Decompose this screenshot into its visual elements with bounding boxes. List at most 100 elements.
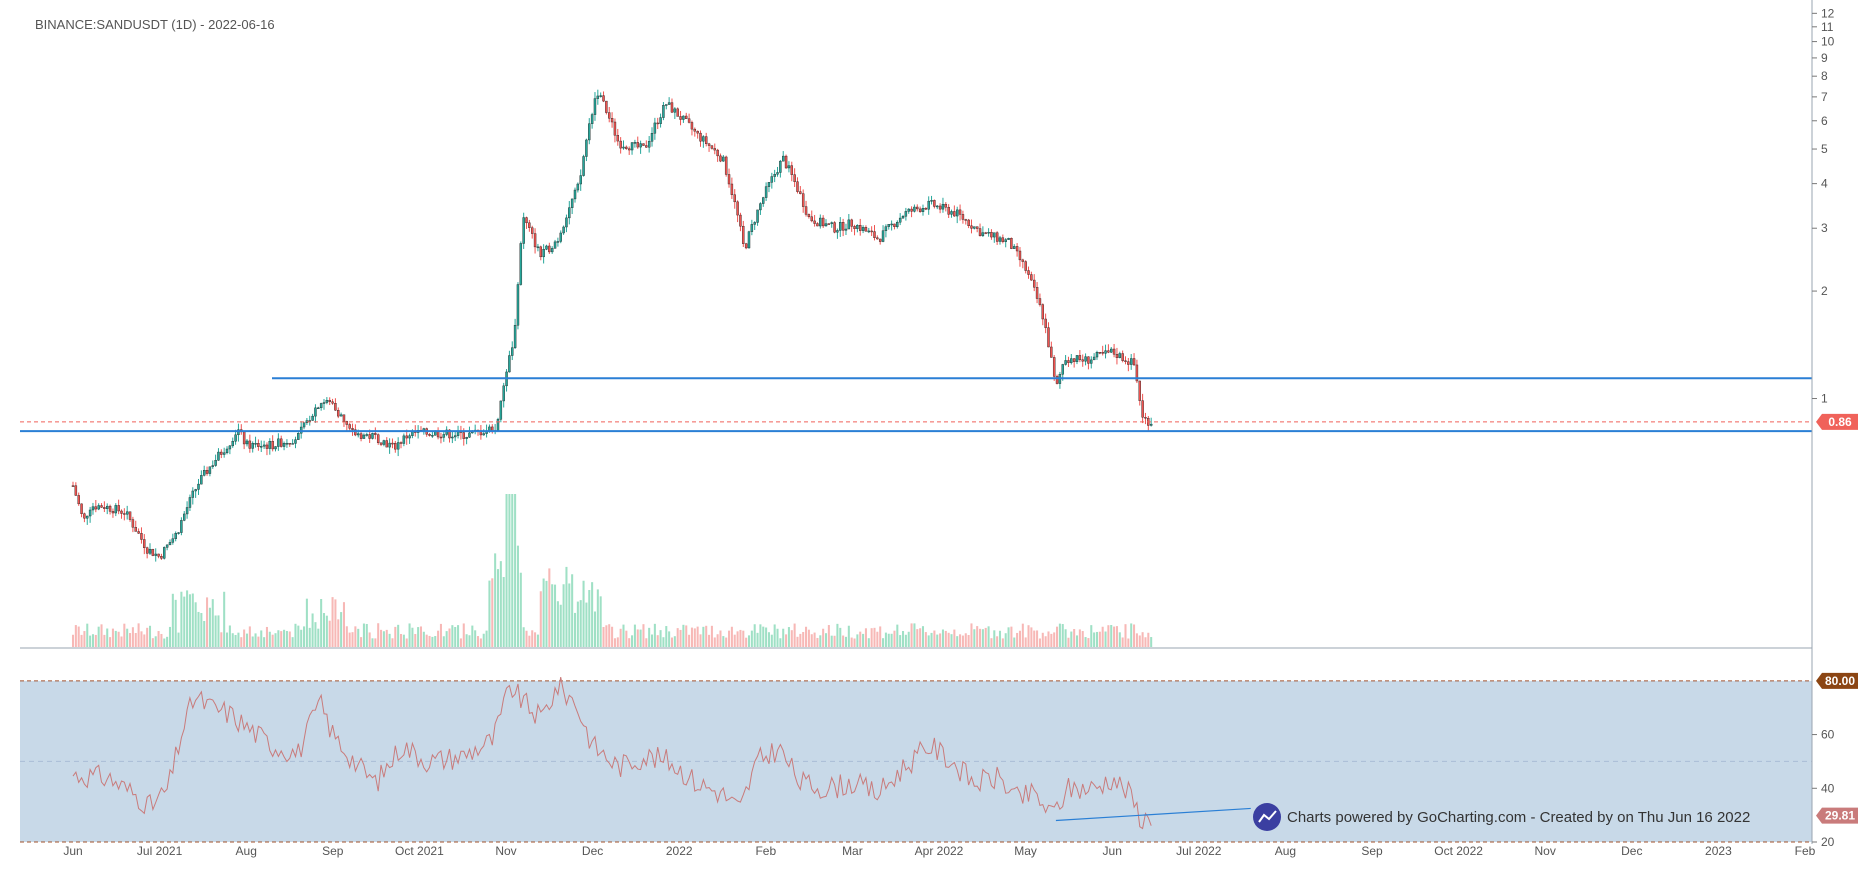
volume-bar — [100, 624, 103, 647]
horizontal-levels[interactable] — [20, 377, 1812, 433]
candle-body — [533, 233, 537, 248]
candle-body — [913, 206, 916, 212]
volume-bar — [528, 635, 531, 647]
candle-body — [265, 444, 269, 449]
volume-bar — [94, 634, 97, 647]
candle-body — [727, 174, 731, 185]
volume-bar — [451, 625, 454, 647]
volume-bar — [736, 631, 739, 647]
candle-body — [995, 232, 999, 242]
candle-body — [687, 118, 691, 123]
candle-body — [876, 237, 879, 240]
volume-bar — [625, 630, 628, 647]
candle-body — [573, 189, 577, 200]
rsi-trendline[interactable] — [1055, 807, 1251, 822]
volume-bar — [576, 601, 579, 647]
volume-bar — [785, 634, 788, 647]
trend-line-icon-glyph — [1258, 810, 1277, 823]
volume-bar — [314, 622, 317, 647]
volume-bar — [924, 632, 927, 647]
volume-bar — [465, 634, 468, 647]
volume-bar — [708, 634, 711, 647]
volume-bar — [1110, 625, 1113, 647]
volume-bar — [593, 611, 596, 647]
volume-bar — [454, 626, 457, 647]
volume-bar — [428, 635, 431, 647]
candle-body — [647, 141, 651, 148]
volume-bar — [582, 580, 585, 647]
volume-bar — [448, 628, 451, 647]
candle-body — [325, 400, 329, 403]
volume-bar — [291, 637, 294, 647]
candle-body — [442, 434, 446, 438]
candle-body — [702, 136, 705, 142]
candle-body — [799, 191, 802, 194]
candle-body — [975, 226, 979, 229]
candle-body — [781, 155, 785, 162]
candle-body — [436, 431, 440, 438]
volume-bar — [802, 632, 805, 647]
candle-body — [1112, 348, 1116, 355]
volume-bar — [86, 623, 89, 647]
candle-body — [961, 214, 965, 220]
volume-bar — [728, 630, 731, 647]
candle-body — [339, 414, 343, 417]
candle-body — [242, 431, 246, 445]
volume-bar — [1073, 629, 1076, 647]
volume-bar — [599, 596, 602, 647]
candle-body — [1087, 356, 1090, 364]
volume-bar — [1101, 626, 1104, 647]
candle-body — [562, 226, 565, 234]
candle-body — [1038, 298, 1042, 305]
volume-bar — [893, 630, 896, 647]
candlestick-series — [71, 89, 1153, 562]
volume-bar — [183, 596, 186, 647]
volume-bar — [916, 629, 919, 647]
volume-bar — [639, 629, 642, 647]
volume-bar — [970, 623, 973, 647]
volume-bar — [779, 638, 782, 647]
volume-bar — [1056, 626, 1059, 647]
candle-body — [502, 385, 505, 402]
price-tick-label: 10 — [1821, 35, 1835, 49]
volume-bar — [285, 630, 288, 647]
candle-body — [622, 146, 625, 149]
volume-bar — [964, 633, 967, 647]
candle-body — [824, 223, 828, 227]
candle-body — [588, 123, 591, 141]
candle-body — [570, 198, 574, 208]
time-tick-label: Dec — [582, 844, 603, 858]
volume-bar — [368, 632, 371, 647]
candle-body — [636, 142, 639, 148]
volume-bar — [1130, 623, 1133, 647]
candle-body — [713, 148, 716, 151]
candle-body — [299, 426, 303, 434]
candle-body — [1095, 352, 1099, 358]
volume-bar — [1004, 633, 1007, 647]
volume-bar — [126, 628, 129, 647]
candle-body — [710, 145, 714, 149]
candle-body — [368, 434, 371, 439]
volume-bar — [899, 635, 902, 647]
candle-body — [722, 156, 725, 162]
candle-body — [251, 443, 254, 449]
volume-bar — [1064, 629, 1067, 647]
volume-bar — [331, 597, 334, 647]
candle-body — [682, 115, 685, 120]
volume-bar — [360, 637, 363, 647]
candle-body — [970, 225, 973, 229]
candle-body — [1027, 270, 1030, 275]
volume-bar — [833, 635, 836, 647]
candle-body — [123, 513, 126, 515]
volume-bar — [1095, 631, 1099, 647]
volume-bar — [551, 584, 554, 647]
candle-body — [374, 433, 377, 435]
candle-body — [736, 201, 739, 216]
volume-bar — [602, 626, 605, 647]
candle-body — [214, 460, 217, 466]
candle-body — [779, 160, 782, 173]
volume-bar — [1104, 631, 1107, 647]
volume-bar — [719, 630, 722, 647]
candle-body — [357, 433, 360, 436]
